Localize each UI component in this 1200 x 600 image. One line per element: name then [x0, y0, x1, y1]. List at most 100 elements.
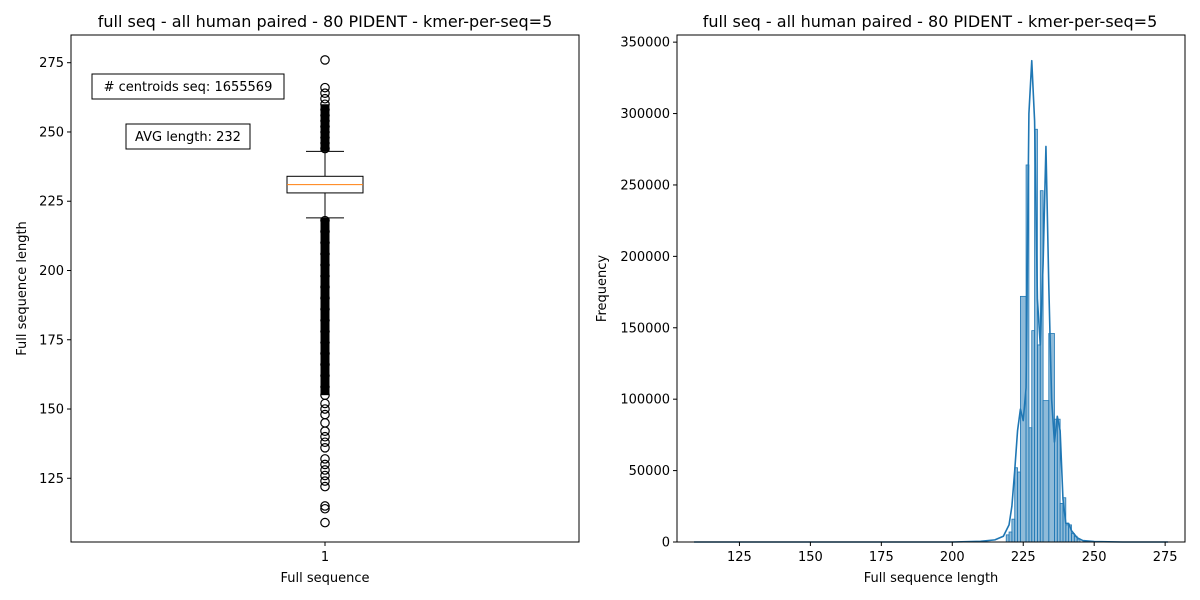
y-tick-label: 175 [39, 333, 64, 348]
y-tick-label: 225 [39, 195, 64, 210]
flier-point [320, 398, 330, 409]
histogram-panel: full seq - all human paired - 80 PIDENT … [595, 12, 1186, 586]
x-tick-label: 125 [727, 550, 752, 565]
flier-point [320, 470, 330, 481]
histogram-bar [1014, 467, 1018, 543]
avg-length-annotation-text: AVG length: 232 [135, 130, 241, 145]
boxplot-x-label: Full sequence [280, 571, 369, 586]
histogram-y-axis: 0 50000 100000 150000 200000 250000 300000 3500… [620, 36, 677, 551]
histogram-bar [1059, 503, 1064, 543]
flier-point [320, 226, 330, 237]
flier-point [320, 481, 330, 492]
flier-point [320, 443, 330, 453]
flier-point [320, 121, 330, 132]
histogram-y-label: Frequency [595, 255, 610, 322]
boxplot-plot-area [286, 55, 364, 528]
y-tick-label: 250000 [620, 178, 670, 193]
x-tick-label: 175 [869, 550, 894, 565]
x-tick-label: 225 [1011, 550, 1036, 565]
flier-point [320, 88, 330, 98]
histogram-bar [1017, 471, 1021, 543]
y-tick-label: 150000 [620, 321, 670, 336]
flier-point [320, 99, 330, 110]
histogram-bar [1005, 534, 1010, 543]
histogram-title: full seq - all human paired - 80 PIDENT … [703, 12, 1158, 31]
y-tick-label: 100000 [620, 393, 670, 408]
y-tick-label: 200000 [620, 250, 670, 265]
flier-band-low [320, 217, 330, 396]
flier-point [320, 132, 330, 143]
centroids-annotation-box [91, 73, 285, 100]
y-tick-label: 275 [39, 56, 64, 71]
flier-point [320, 418, 330, 428]
flier-point [320, 348, 330, 359]
y-tick-label: 200 [39, 264, 64, 279]
flier-point [320, 260, 330, 270]
flier-point [320, 293, 330, 303]
centroids-annotation: # centroids seq: 1655569 [91, 73, 285, 100]
flier-point [320, 271, 330, 281]
boxplot-panel: full seq - all human paired - 80 PIDENT … [15, 12, 580, 586]
kde-line [694, 59, 1168, 543]
flier-point [320, 237, 330, 248]
flier-point [320, 105, 330, 115]
boxplot-y-axis: 125 150 175 200 225 250 275 [39, 56, 71, 487]
flier-point [320, 82, 330, 93]
flier-point [320, 55, 330, 65]
flier-point [320, 431, 330, 442]
flier-point [320, 476, 330, 486]
boxplot-x-axis: 1 [321, 542, 329, 565]
flier-point [320, 404, 330, 414]
histogram-bar [1031, 330, 1035, 543]
flier-point [320, 409, 330, 420]
x-tick-label: 250 [1082, 550, 1107, 565]
flier-point [320, 437, 330, 448]
flier-point [320, 282, 330, 292]
histogram-bar [1039, 190, 1044, 543]
flier-point [320, 93, 330, 104]
y-tick-label: 50000 [629, 464, 670, 479]
y-tick-label: 0 [662, 536, 670, 551]
x-tick-label: 150 [798, 550, 823, 565]
flier-point [320, 249, 330, 259]
histogram-axes-frame [676, 34, 1186, 543]
flier-point [320, 370, 330, 381]
histogram-x-label: Full sequence length [864, 571, 999, 586]
flier-point [320, 143, 330, 154]
flier-point [320, 426, 330, 436]
histogram-bar [1042, 400, 1050, 543]
y-tick-label: 150 [39, 403, 64, 418]
histogram-plot-area [694, 59, 1168, 543]
avg-length-annotation-box [125, 123, 251, 150]
histogram-bar [1037, 344, 1041, 543]
flier-point [320, 337, 330, 348]
histogram-bar [1065, 524, 1070, 543]
y-tick-label: 350000 [620, 36, 670, 51]
flier-point [320, 459, 330, 470]
histogram-bar [1028, 427, 1033, 543]
flier-point [320, 127, 330, 137]
y-tick-label: 300000 [620, 107, 670, 122]
histogram-bar [1011, 518, 1016, 543]
flier-point [320, 326, 330, 337]
flier-point [320, 454, 330, 464]
centroids-annotation-text: # centroids seq: 1655569 [104, 80, 273, 95]
x-tick-label: 275 [1153, 550, 1178, 565]
flier-point [320, 465, 330, 475]
flier-point [320, 110, 330, 121]
boxplot-title: full seq - all human paired - 80 PIDENT … [98, 12, 553, 31]
boxplot-y-label: Full sequence length [15, 221, 30, 356]
flier-point [320, 501, 330, 511]
flier-point [320, 138, 330, 148]
flier-point [320, 503, 330, 514]
x-tick-label: 200 [940, 550, 965, 565]
flier-point [320, 517, 330, 528]
flier-point [320, 359, 330, 370]
flier-point [320, 315, 330, 326]
x-tick-label: 1 [321, 550, 329, 565]
flier-point [320, 116, 330, 126]
y-tick-label: 125 [39, 472, 64, 487]
avg-length-annotation: AVG length: 232 [125, 123, 251, 150]
histogram-bar [1008, 531, 1013, 543]
